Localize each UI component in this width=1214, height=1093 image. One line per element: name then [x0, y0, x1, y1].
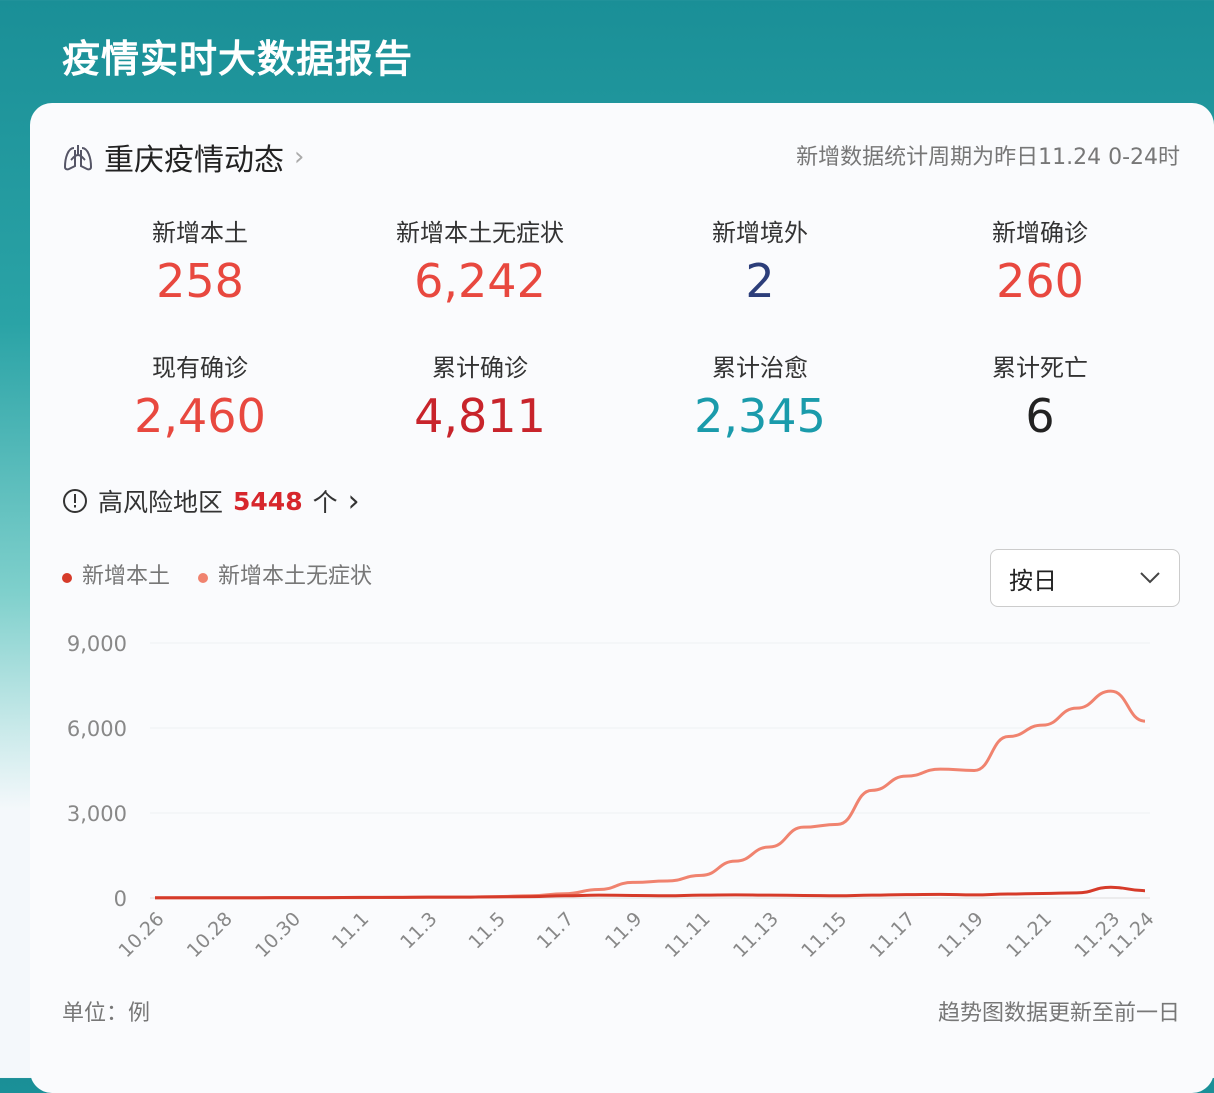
y-tick-label: 9,000 [67, 632, 127, 656]
x-tick-label: 11.3 [396, 908, 441, 953]
x-tick-label: 11.15 [797, 908, 851, 962]
x-tick-label: 10.30 [251, 908, 305, 962]
x-tick-label: 11.21 [1002, 908, 1056, 962]
trend-chart: 0 3,000 6,000 9,000 10.26 10.28 10.30 11.1 11.3 1… [30, 103, 1214, 1003]
x-tick-label: 10.26 [115, 908, 169, 962]
x-tick-label: 11.17 [866, 908, 920, 962]
y-tick-label: 0 [114, 887, 127, 911]
y-tick-label: 3,000 [67, 802, 127, 826]
series-line [155, 691, 1145, 898]
x-tick-label: 11.9 [601, 908, 646, 953]
x-tick-label: 11.13 [729, 908, 783, 962]
x-tick-label: 11.19 [934, 908, 988, 962]
x-tick-label: 11.7 [533, 908, 578, 953]
y-tick-label: 6,000 [67, 717, 127, 741]
unit-label: 单位：例 [62, 995, 150, 1027]
x-tick-label: 11.11 [661, 908, 715, 962]
x-tick-label: 11.5 [464, 908, 509, 953]
page-title: 疫情实时大数据报告 [62, 28, 413, 83]
x-tick-label: 10.28 [183, 908, 237, 962]
update-note: 趋势图数据更新至前一日 [938, 995, 1180, 1027]
series-line [155, 887, 1145, 897]
x-tick-label: 11.1 [328, 908, 373, 953]
